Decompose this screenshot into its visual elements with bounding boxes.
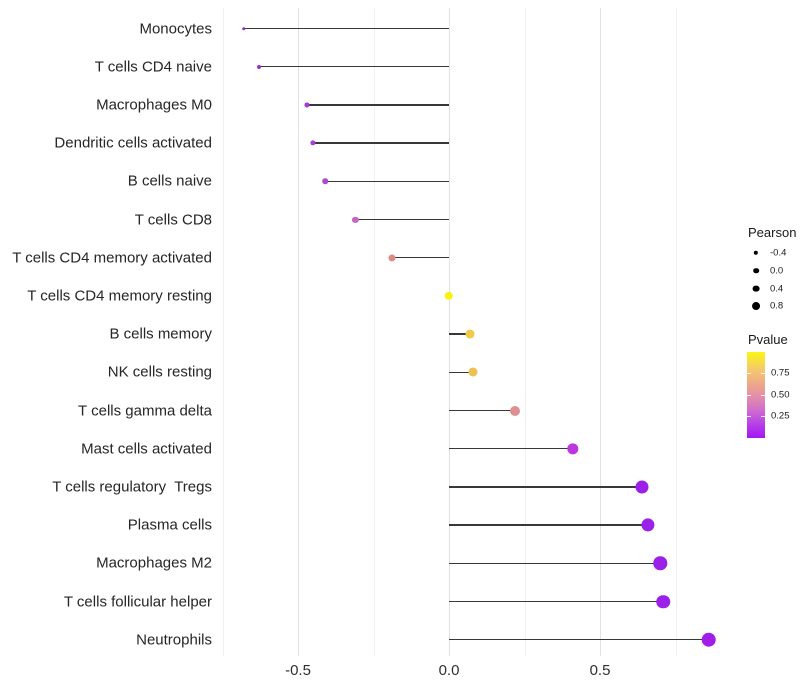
- colorbar-tick: [761, 373, 765, 374]
- y-axis-label: Macrophages M0: [96, 96, 212, 114]
- legend-size-dot: [752, 302, 760, 311]
- colorbar-tick-label: 0.25: [771, 410, 790, 422]
- gridline-major: [298, 8, 299, 656]
- data-point: [322, 178, 328, 185]
- y-axis-label: Macrophages M2: [96, 554, 212, 572]
- y-axis-label: T cells CD4 naive: [94, 58, 212, 76]
- gridline-minor: [524, 8, 526, 656]
- colorbar-tick: [747, 416, 751, 417]
- legend-size-dot: [753, 268, 759, 274]
- y-axis-label: T cells gamma delta: [78, 402, 212, 419]
- legend-pearson-title: Pearson: [748, 225, 797, 240]
- y-axis-label: T cells CD4 memory activated: [12, 249, 212, 267]
- data-point: [352, 216, 359, 223]
- legend-pvalue-title: Pvalue: [748, 332, 788, 347]
- colorbar-tick: [761, 416, 765, 417]
- x-axis-tick-label: -0.5: [285, 662, 311, 679]
- lollipop-stem: [449, 562, 661, 565]
- y-axis-label: Plasma cells: [127, 516, 212, 534]
- y-axis-label: T cells regulatory Tregs: [52, 478, 212, 496]
- legend-size-label: 0.4: [770, 282, 784, 294]
- lollipop-stem: [391, 256, 449, 259]
- data-point: [241, 26, 246, 31]
- data-point: [635, 480, 649, 494]
- colorbar-tick-label: 0.50: [771, 388, 790, 400]
- y-axis-label: B cells naive: [127, 172, 212, 190]
- lollipop-stem: [449, 371, 474, 374]
- data-point: [388, 254, 396, 262]
- lollipop-stem: [258, 65, 449, 68]
- legend-size-dot: [752, 285, 760, 292]
- y-axis-label: B cells memory: [109, 325, 212, 343]
- lollipop-stem: [307, 104, 449, 106]
- y-axis-label: Neutrophils: [136, 631, 212, 649]
- colorbar-tick: [747, 373, 751, 374]
- x-axis-tick-label: 0.5: [589, 662, 611, 679]
- y-axis-label: NK cells resting: [107, 363, 212, 381]
- y-axis-label: T cells follicular helper: [63, 593, 212, 610]
- data-point: [656, 594, 671, 609]
- lollipop-stem: [449, 524, 649, 526]
- gridline-minor: [675, 8, 677, 656]
- colorbar-tick: [747, 394, 751, 396]
- lollipop-stem: [449, 333, 471, 335]
- lollipop-stem: [449, 409, 516, 412]
- data-point: [310, 140, 316, 146]
- lollipop-stem: [325, 180, 449, 183]
- colorbar-tick-label: 0.75: [771, 367, 790, 379]
- lollipop-stem: [449, 447, 573, 450]
- pvalue-colorbar: [747, 352, 765, 438]
- data-point: [701, 632, 717, 647]
- y-axis-label: T cells CD4 memory resting: [27, 287, 212, 305]
- data-point: [256, 64, 261, 69]
- gridline-minor: [222, 8, 224, 656]
- y-axis-label: T cells CD8: [134, 211, 212, 228]
- colorbar-tick: [761, 394, 765, 396]
- y-axis-label: Monocytes: [139, 20, 212, 37]
- data-point: [465, 329, 475, 339]
- lollipop-stem: [313, 142, 449, 144]
- lollipop-stem: [449, 600, 664, 603]
- gridline-minor: [373, 8, 375, 656]
- data-point: [444, 291, 454, 301]
- data-point: [510, 405, 521, 416]
- gridline-major: [600, 8, 601, 656]
- lollipop-stem: [243, 27, 449, 30]
- lollipop-stem: [449, 486, 643, 488]
- y-axis-label: Dendritic cells activated: [54, 134, 212, 152]
- gridline-major: [449, 8, 450, 656]
- legend-size-label: 0.0: [770, 265, 784, 277]
- x-axis-tick-label: 0.0: [438, 662, 460, 679]
- legend-size-label: -0.4: [770, 247, 787, 259]
- lollipop-stem: [449, 638, 709, 641]
- data-point: [304, 102, 310, 108]
- legend-size-dot: [753, 250, 759, 256]
- legend-size-label: 0.8: [770, 300, 784, 312]
- data-point: [641, 518, 655, 532]
- data-point: [653, 556, 668, 571]
- lollipop-stem: [355, 218, 449, 221]
- y-axis-label: Mast cells activated: [81, 440, 212, 458]
- data-point: [468, 367, 478, 377]
- data-point: [567, 443, 579, 455]
